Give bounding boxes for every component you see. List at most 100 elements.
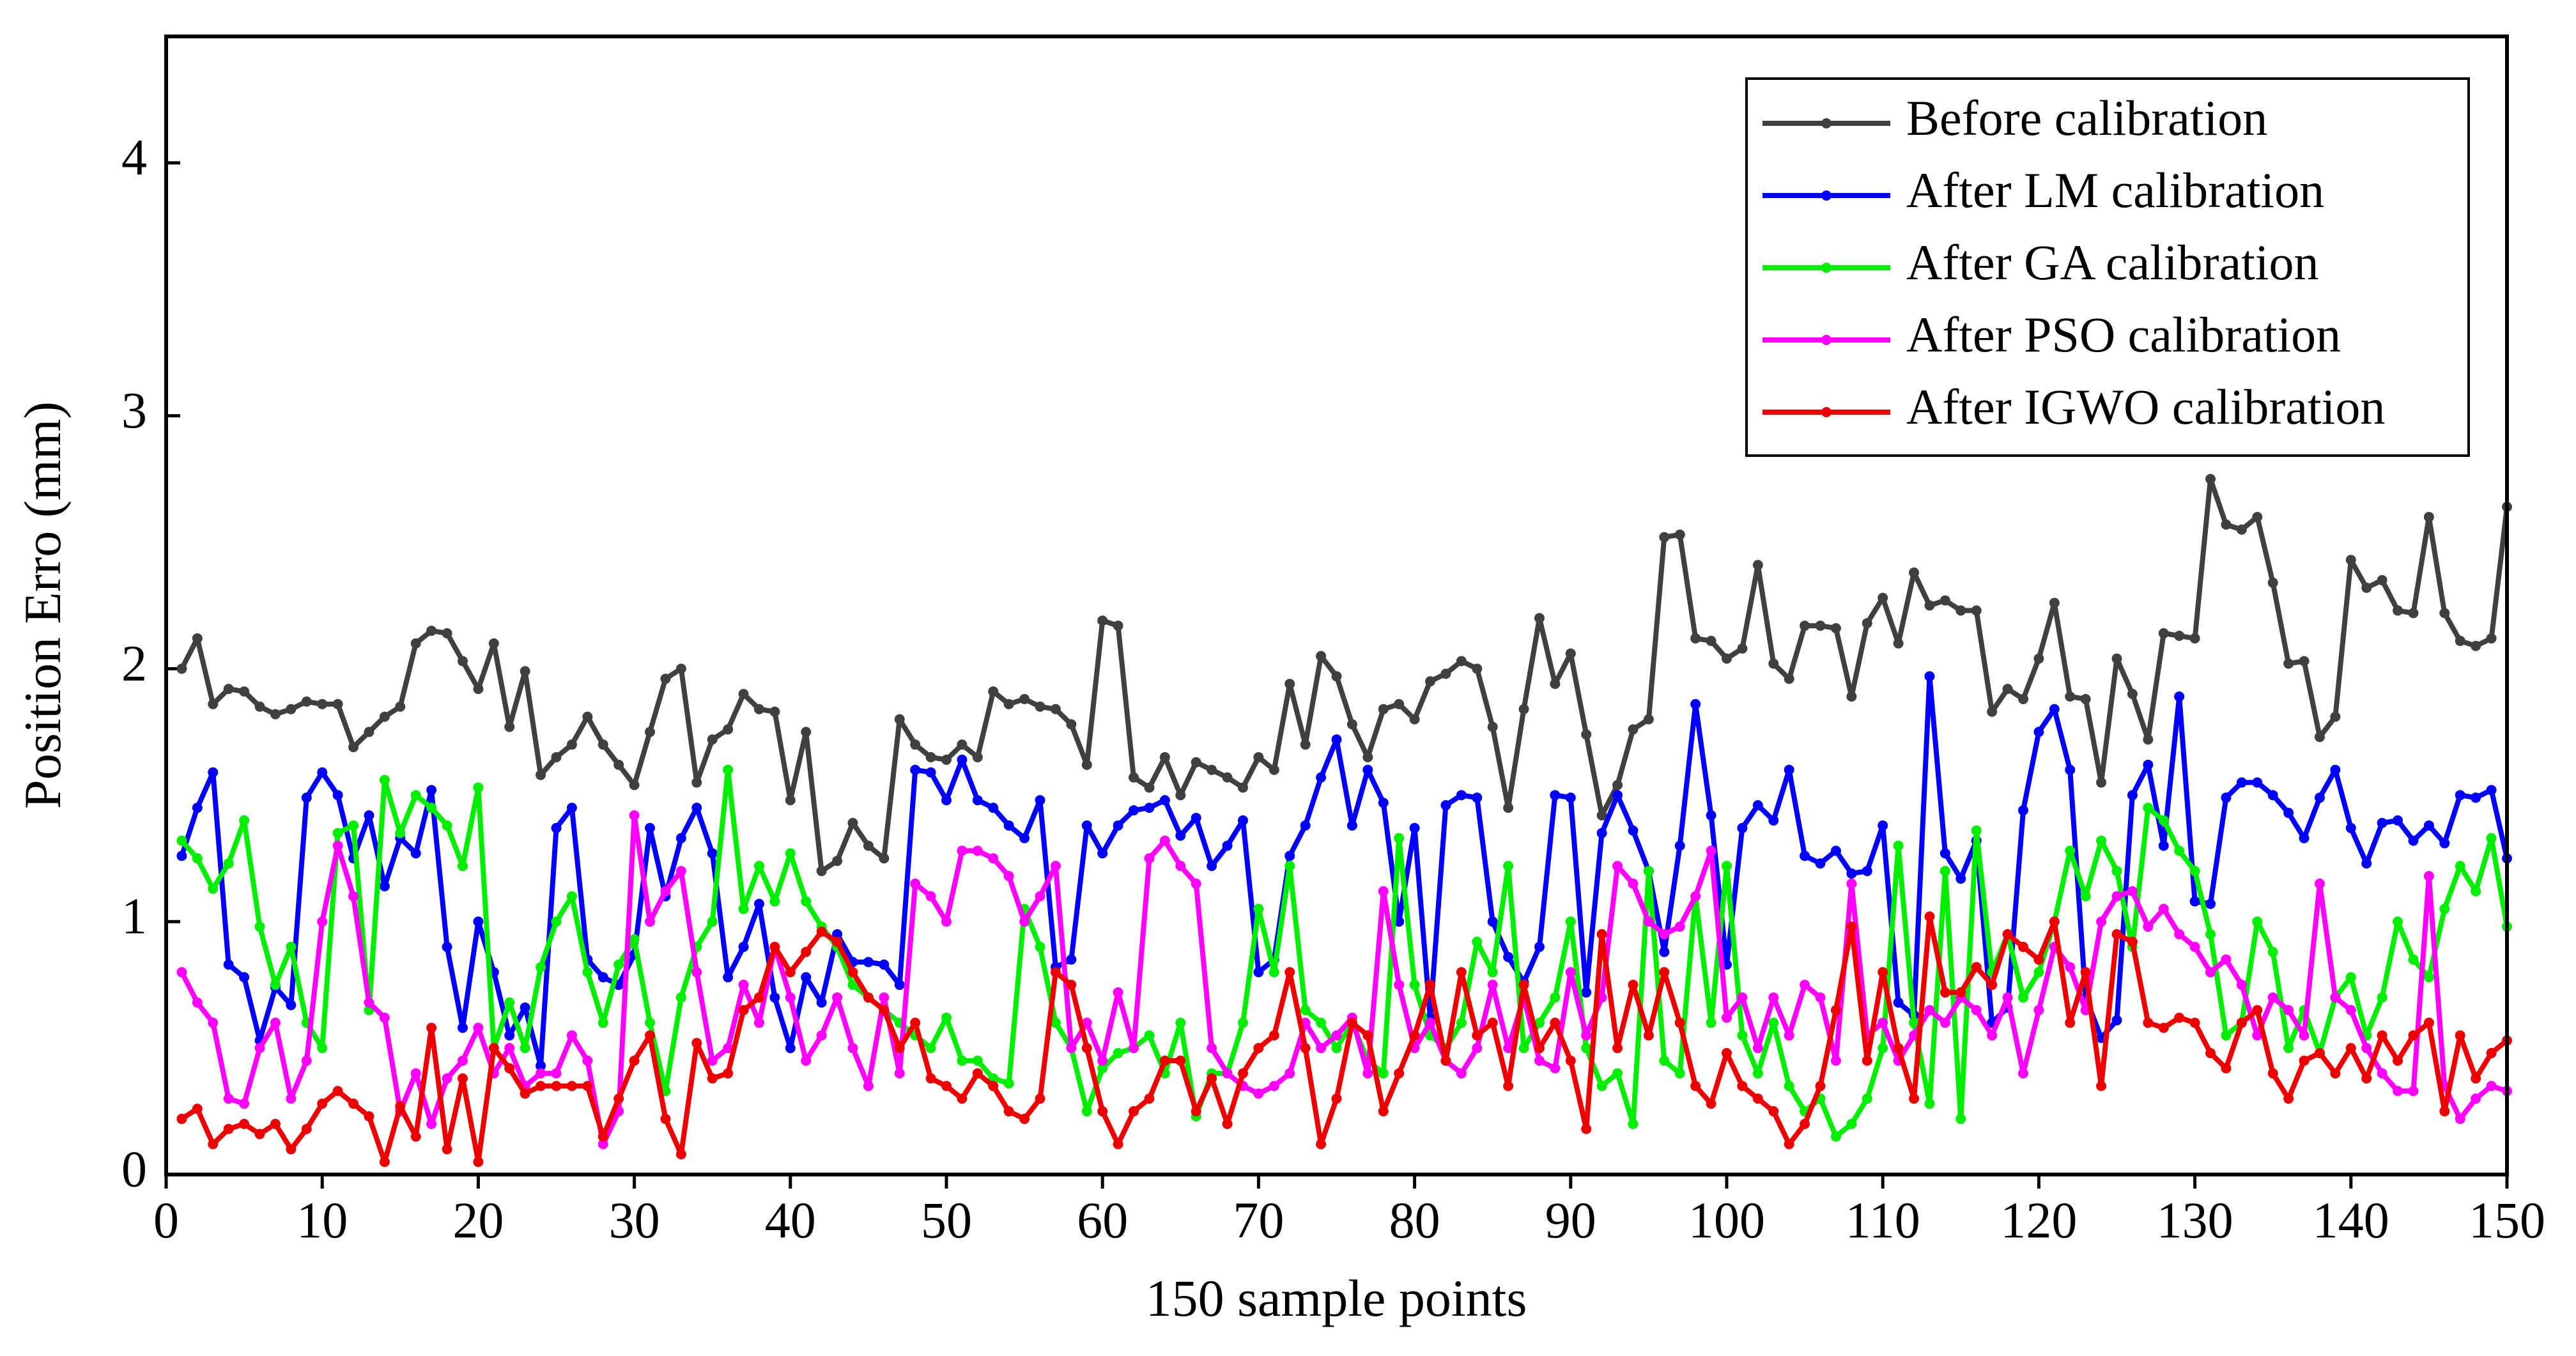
data-point	[536, 769, 546, 780]
data-point	[1518, 1043, 1529, 1054]
data-point	[1113, 987, 1123, 998]
data-point	[1503, 861, 1514, 872]
data-point	[1596, 810, 1607, 821]
data-point	[2002, 684, 2013, 695]
data-point	[2189, 1017, 2200, 1028]
data-point	[442, 941, 452, 952]
data-point	[442, 820, 452, 831]
data-point	[2439, 608, 2450, 619]
data-point	[379, 1012, 390, 1023]
data-point	[1940, 1017, 1950, 1028]
data-point	[473, 684, 484, 695]
data-point	[753, 1017, 764, 1028]
data-point	[2471, 1093, 2481, 1104]
data-point	[1846, 878, 1857, 889]
data-point	[426, 803, 437, 813]
data-point	[1955, 605, 1966, 616]
data-point	[1643, 1030, 1654, 1041]
data-point	[613, 759, 624, 770]
data-point	[410, 1068, 421, 1079]
data-point	[1331, 671, 1342, 682]
data-point	[1129, 772, 1139, 783]
data-point	[1129, 1043, 1139, 1054]
data-point	[2408, 954, 2419, 965]
data-point	[270, 709, 281, 720]
data-point	[1222, 1118, 1233, 1129]
data-point	[863, 840, 874, 851]
data-point	[1815, 992, 1826, 1003]
data-point	[2408, 608, 2419, 619]
data-point	[2330, 1068, 2341, 1079]
data-point	[520, 1002, 530, 1013]
data-point	[2236, 1017, 2247, 1028]
data-point	[1846, 868, 1857, 879]
data-point	[2314, 1048, 2325, 1059]
data-point	[879, 992, 890, 1003]
data-point	[1394, 980, 1405, 990]
data-point	[551, 916, 562, 927]
data-point	[1003, 870, 1014, 881]
data-point	[2314, 792, 2325, 803]
data-point	[1862, 618, 1872, 629]
data-point	[1066, 980, 1077, 990]
data-point	[598, 739, 608, 750]
data-point	[2393, 916, 2403, 927]
data-point	[317, 1043, 328, 1054]
data-point	[1878, 1043, 1888, 1054]
data-point	[364, 997, 374, 1008]
data-point	[488, 638, 499, 649]
data-point	[566, 1030, 577, 1041]
data-point	[395, 1101, 406, 1112]
data-point	[832, 992, 843, 1003]
data-point	[2158, 815, 2169, 826]
data-point	[957, 739, 968, 750]
data-point	[2314, 732, 2325, 743]
data-point	[2174, 691, 2185, 702]
data-point	[254, 921, 265, 932]
data-point	[1800, 980, 1810, 990]
data-point	[1690, 1081, 1701, 1091]
data-point	[1472, 663, 1483, 674]
data-point	[1129, 805, 1139, 816]
data-point	[1191, 757, 1201, 767]
data-point	[2127, 790, 2138, 801]
data-point	[1706, 635, 1716, 646]
data-point	[1066, 954, 1077, 965]
data-point	[317, 1098, 328, 1109]
data-point	[1971, 962, 1982, 973]
x-tick-label: 100	[1688, 1192, 1765, 1249]
data-point	[239, 972, 250, 983]
data-point	[1909, 567, 1920, 578]
data-point	[473, 1157, 484, 1167]
data-point	[2174, 845, 2185, 856]
data-point	[2393, 605, 2403, 616]
data-point	[1690, 698, 1701, 709]
data-point	[1237, 1068, 1248, 1079]
data-point	[2345, 972, 2356, 983]
data-point	[2330, 764, 2341, 775]
data-point	[1440, 1055, 1451, 1066]
data-point	[2267, 790, 2278, 801]
data-point	[2283, 658, 2294, 669]
data-point	[1550, 992, 1561, 1003]
data-point	[1846, 1118, 1857, 1129]
data-point	[223, 858, 234, 869]
data-point	[1628, 825, 1639, 836]
data-point	[691, 777, 702, 788]
data-point	[2455, 790, 2465, 801]
data-point	[988, 853, 999, 864]
data-point	[1113, 620, 1123, 631]
data-point	[536, 1068, 546, 1079]
data-point	[675, 663, 686, 674]
data-point	[1175, 790, 1186, 801]
data-point	[925, 1073, 936, 1084]
data-point	[239, 815, 250, 826]
data-point	[2423, 820, 2434, 831]
data-point	[2111, 653, 2122, 664]
data-point	[551, 1081, 562, 1091]
data-point	[317, 916, 328, 927]
data-point	[1659, 946, 1670, 957]
data-point	[785, 992, 796, 1003]
data-point	[2111, 866, 2122, 877]
